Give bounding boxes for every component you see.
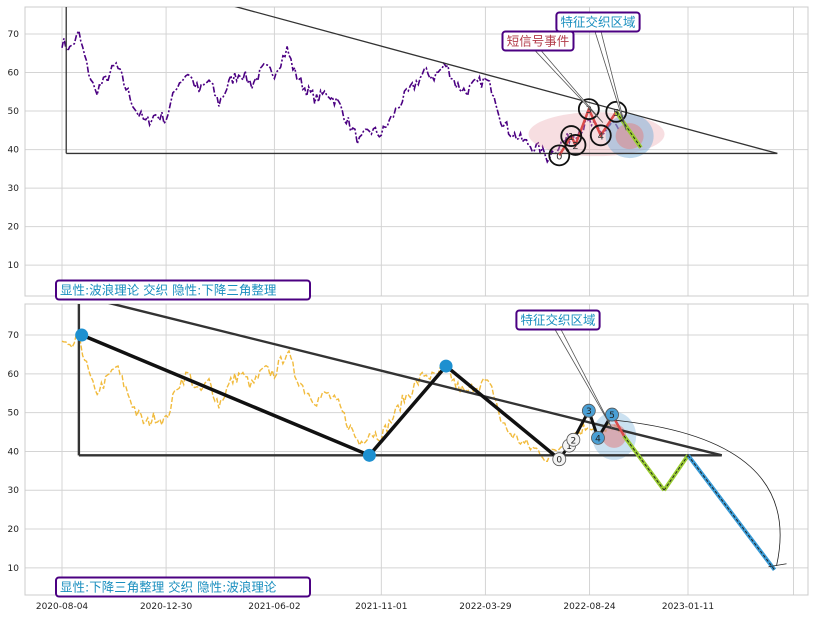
triangle-upper-line [107, 304, 723, 457]
wave-path [558, 105, 618, 157]
projection-dash [623, 435, 665, 491]
pattern-caption-box [55, 576, 311, 598]
wave-point-label: 5 [609, 411, 615, 421]
wave-point [566, 432, 581, 447]
panel-plot-area: 012 3 4 5 [61, 304, 787, 571]
y-tick-label: 50 [8, 409, 20, 419]
pivot-point [362, 448, 376, 462]
x-tick-label: 2020-08-04 [36, 602, 89, 612]
panel-frame [24, 303, 809, 596]
y-tick-label: 60 [8, 370, 20, 380]
y-tick-label: 20 [8, 525, 20, 535]
wave-point-label: 1 [568, 132, 574, 143]
wave-point [591, 430, 605, 445]
short-signal-label-text: 短信号事件 [507, 34, 570, 49]
pattern-caption-text: 显性:波浪理论 交织 隐性:下降三角整理 [60, 283, 277, 298]
feature-interweave-label-box [555, 11, 641, 33]
y-tick-label: 70 [8, 30, 20, 40]
pattern-caption-text: 显性:下降三角整理 交织 隐性:波浪理论 [60, 580, 277, 595]
pattern-caption-box [55, 279, 311, 301]
x-tick-label: 2020-12-30 [140, 602, 193, 612]
short-signal-label-box [501, 30, 575, 52]
wave-point-ring [564, 134, 587, 156]
x-tick-label: 2021-11-01 [355, 602, 407, 612]
wave-point-ring [548, 144, 571, 167]
panel-plot-area: 012 3 4 5 [61, 7, 778, 167]
wave-point-label: 0 [556, 456, 562, 466]
wave-point-label: 1 [566, 442, 572, 452]
pattern-zigzag [81, 333, 561, 461]
y-tick-label: 40 [8, 146, 20, 156]
x-tick-label: 2021-06-02 [248, 602, 300, 612]
wave-point-label: 4 [595, 434, 601, 444]
wave-point-label: 2 [570, 436, 576, 446]
wave-point [605, 407, 619, 422]
pivot-point [75, 328, 89, 342]
y-tick-label: 30 [8, 184, 20, 194]
triangle-upper-line [234, 7, 778, 155]
projection-dash [687, 455, 775, 571]
x-tick-label: 2022-03-29 [459, 602, 512, 612]
wave-point-ring [589, 124, 612, 147]
y-tick-label: 30 [8, 486, 20, 496]
short-signal-label-leader [534, 50, 604, 123]
y-tick-label: 10 [8, 564, 20, 574]
y-tick-label: 60 [8, 69, 20, 79]
wave-point [552, 452, 567, 467]
wave-projection-dash [615, 111, 642, 148]
panel-frame [24, 6, 809, 297]
wave-point [581, 403, 596, 418]
wave-point-ring [605, 100, 628, 123]
wave-point-label: 4 [598, 131, 604, 142]
price-series [61, 326, 620, 463]
wave-point-label: 3 [586, 105, 592, 116]
y-tick-label: 70 [8, 331, 20, 341]
y-tick-label: 40 [8, 447, 20, 457]
y-tick-label: 20 [8, 223, 20, 233]
projection-arrow-tick [768, 563, 787, 568]
projection-dash [663, 455, 689, 491]
y-tick-label: 10 [8, 261, 20, 271]
feature-interweave-label-text: 特征交织区域 [520, 313, 595, 328]
x-tick-label: 2022-08-24 [563, 602, 616, 612]
wave-point-ring [577, 98, 600, 121]
projection-arc [616, 420, 781, 566]
price-series [61, 28, 620, 164]
x-tick-label: 2023-01-11 [662, 602, 714, 612]
wave-point-label: 2 [572, 141, 578, 152]
pivot-point [439, 359, 453, 373]
feature-interweave-label-text: 特征交织区域 [560, 15, 635, 30]
feature-interweave-label-box [515, 309, 601, 331]
wave-point-label: 5 [613, 108, 619, 119]
wave-point-label: 0 [556, 151, 562, 162]
y-tick-label: 50 [8, 107, 20, 117]
wave-point-label: 3 [586, 407, 592, 417]
